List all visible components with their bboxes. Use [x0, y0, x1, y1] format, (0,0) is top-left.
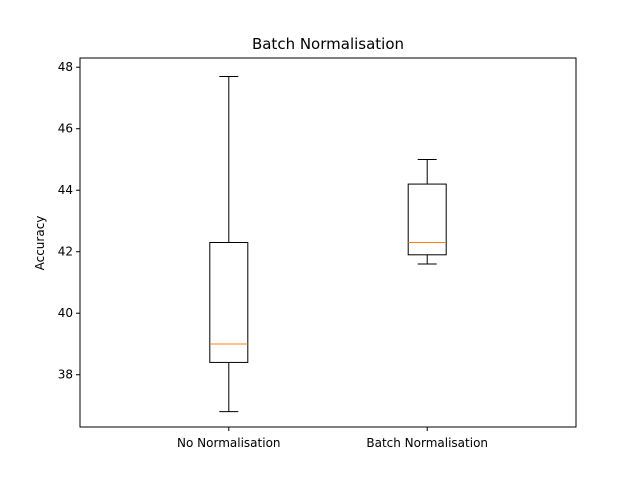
- y-tick-label: 40: [58, 306, 73, 320]
- y-axis-label: Accuracy: [33, 216, 47, 271]
- x-tick-label: No Normalisation: [177, 436, 280, 450]
- axes-frame: [79, 57, 577, 428]
- iqr-box: [209, 242, 249, 363]
- box-group: [209, 75, 249, 413]
- y-tick-label: 38: [58, 368, 73, 382]
- y-tick-label: 42: [58, 245, 73, 259]
- y-tick-label: 44: [58, 183, 73, 197]
- box-group: [407, 158, 447, 265]
- x-tick-label: Batch Normalisation: [366, 436, 488, 450]
- iqr-box: [407, 183, 447, 256]
- chart-title: Batch Normalisation: [252, 35, 404, 53]
- y-tick-label: 46: [58, 122, 73, 136]
- plot-area: [209, 75, 447, 413]
- y-tick-label: 48: [58, 60, 73, 74]
